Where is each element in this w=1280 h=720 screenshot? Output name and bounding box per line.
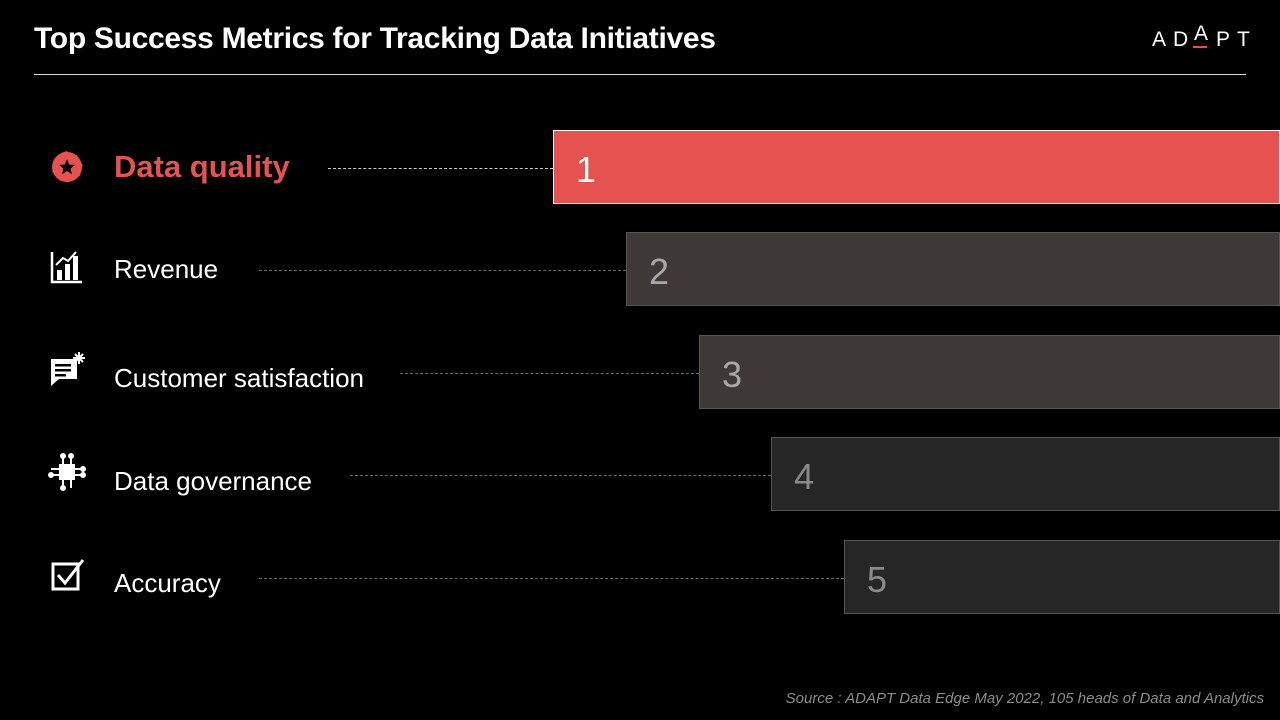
metric-label-accuracy: Accuracy [114,568,221,598]
logo-letter-t: T [1237,28,1250,51]
rank-label-4: 4 [794,456,815,497]
source-note: Source : ADAPT Data Edge May 2022, 105 h… [785,690,1264,707]
logo-letter-p: P [1216,28,1231,51]
chip-icon [48,453,86,491]
rank-bar-4: 4 [771,437,1280,511]
logo-accent-bar [1193,46,1207,48]
logo-letter-a2: A [1194,22,1209,45]
chat-sparkle-icon [48,351,86,389]
leader-line-data-quality [328,168,553,169]
checkbox-icon [48,556,86,594]
logo-letter-d: D [1173,28,1189,51]
page-title: Top Success Metrics for Tracking Data In… [34,22,716,55]
leader-line-data-governance [350,475,771,476]
rank-label-5: 5 [867,559,888,600]
adapt-logo: A D A P T [1152,22,1250,60]
logo-letter-a: A [1152,28,1167,51]
rank-bar-1: 1 [553,130,1280,204]
rank-bar-5: 5 [844,540,1280,614]
rank-bar-3: 3 [699,335,1280,409]
title-divider [34,74,1246,75]
leader-line-accuracy [259,578,844,579]
leader-line-revenue [259,270,626,271]
leader-line-customer-satisfaction [400,373,699,374]
bar-chart-icon [48,248,86,286]
rank-label-1: 1 [576,149,597,190]
metric-label-customer-satisfaction: Customer satisfaction [114,363,364,393]
metric-label-data-quality: Data quality [114,149,290,184]
rank-label-2: 2 [649,251,670,292]
metric-label-revenue: Revenue [114,254,219,284]
rank-bar-2: 2 [626,232,1280,306]
rank-label-3: 3 [722,354,743,395]
metric-label-data-governance: Data governance [114,466,313,496]
star-badge-icon [48,148,86,186]
